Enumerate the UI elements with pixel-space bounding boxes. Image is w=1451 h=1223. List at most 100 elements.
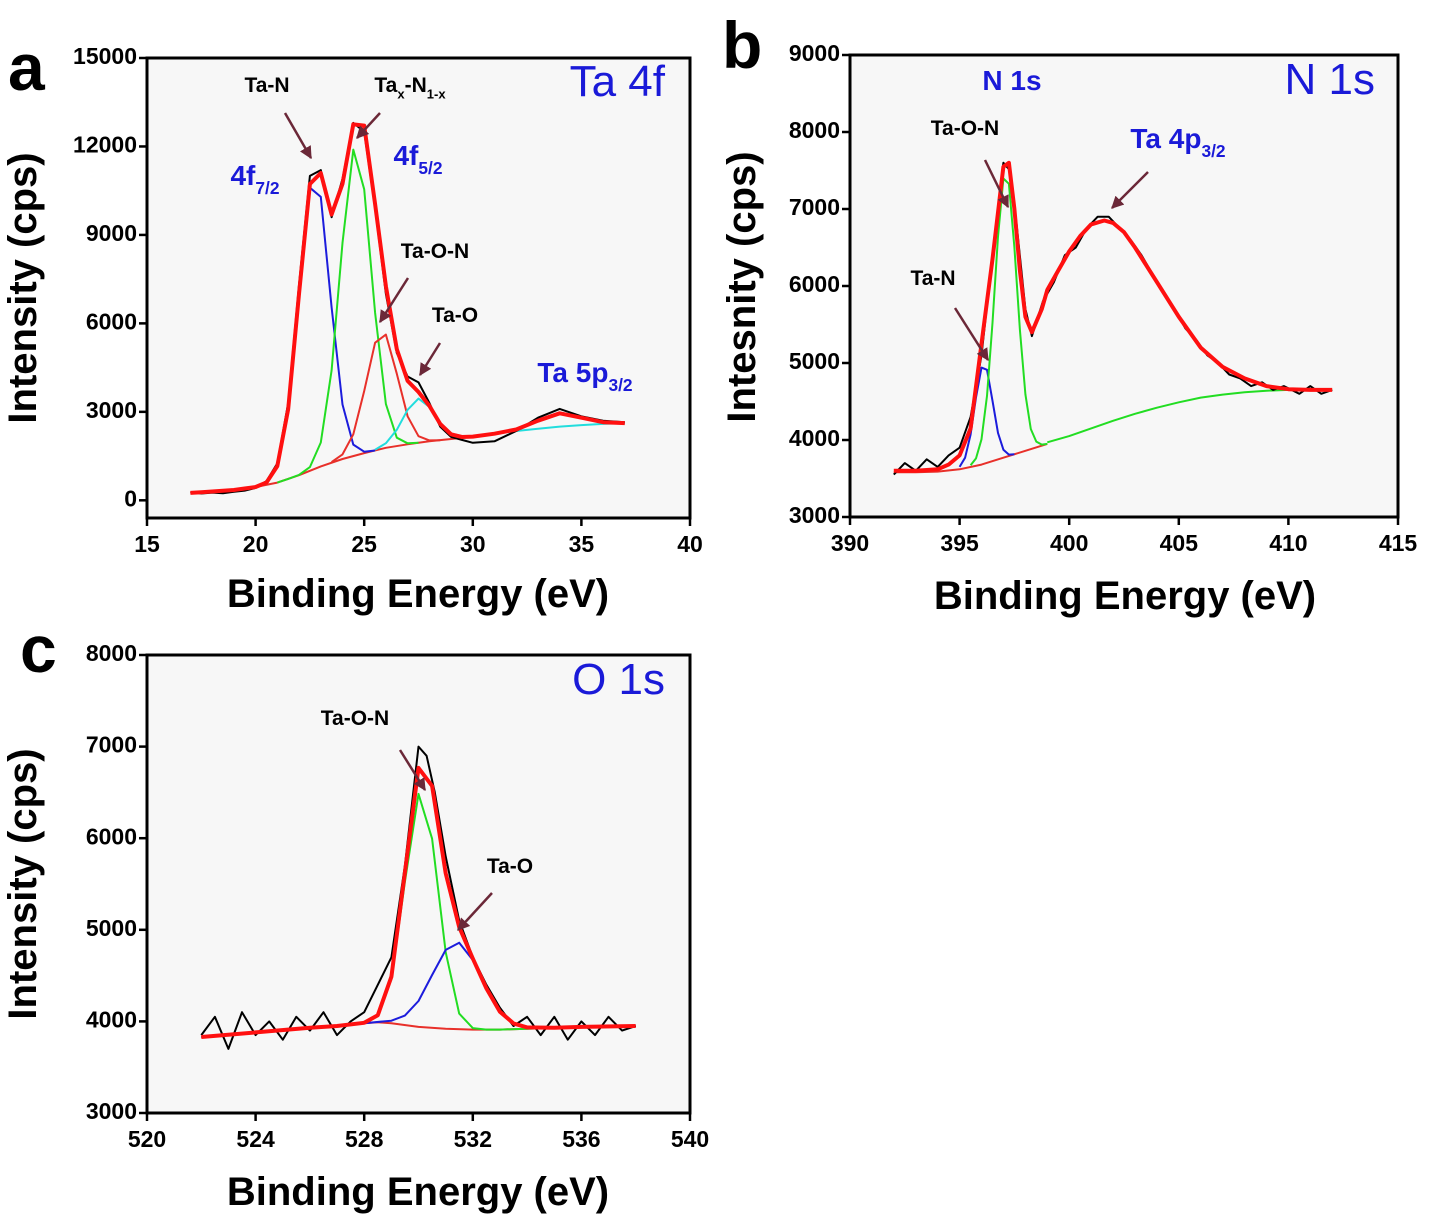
x-axis-title: Binding Energy (eV) [227, 572, 609, 616]
y-tick-label: 7000 [789, 194, 840, 220]
annotation-arrow [418, 342, 442, 377]
annotation-part: Ta-N [910, 267, 955, 290]
annotation-arrow [1111, 171, 1149, 209]
y-tick-label: 4000 [86, 1006, 137, 1032]
annotation-arrow [283, 112, 313, 160]
x-tick-label: 415 [1379, 530, 1418, 556]
plot-area [147, 58, 690, 518]
x-tick-label: 20 [243, 531, 269, 557]
annotation: 4f7/2 [230, 160, 279, 198]
annotation-arrow [953, 307, 990, 362]
data-line [893, 160, 1333, 473]
y-tick-label: 5000 [789, 348, 840, 374]
annotation-part: Ta-O-N [931, 117, 999, 140]
annotation-arrow [378, 277, 410, 324]
annotation-part: 3/2 [608, 375, 632, 395]
annotation-part: 4f [230, 160, 256, 191]
x-axis-title: Binding Energy (eV) [934, 574, 1316, 618]
annotation: Tax-N1-x [374, 74, 446, 102]
annotation-arrow [398, 749, 427, 792]
y-tick-label: 4000 [789, 425, 840, 451]
plot-frame [145, 653, 692, 1115]
plot-frame [145, 56, 692, 520]
annotation: Ta-O-N [401, 240, 469, 263]
data-line [331, 333, 441, 463]
annotation-part: 1-x [427, 87, 447, 102]
data-line [201, 765, 636, 1039]
x-tick-label: 15 [134, 531, 160, 557]
x-tick-label: 35 [569, 531, 595, 557]
y-axis-title: Intensity (cps) [1, 152, 45, 423]
annotation-part: Ta-O-N [401, 240, 469, 263]
annotation-part: N 1s [982, 65, 1041, 96]
y-tick-label: 3000 [86, 1098, 137, 1124]
annotation: Ta-O-N [931, 117, 999, 140]
x-tick-label: 524 [236, 1126, 275, 1152]
annotation: Ta 4p3/2 [1130, 123, 1225, 161]
annotation-part: Ta-N [244, 74, 289, 97]
y-tick-label: 9000 [86, 220, 137, 246]
annotation-arrow [983, 159, 1010, 209]
annotation: Ta-O [487, 855, 533, 878]
y-axis-title: Intesnity (cps) [720, 151, 764, 422]
y-tick-label: 3000 [789, 502, 840, 528]
y-tick-label: 6000 [789, 271, 840, 297]
x-axis-title: Binding Energy (eV) [227, 1170, 609, 1214]
y-tick-label: 0 [124, 485, 137, 511]
annotation-part: Ta-O [487, 855, 533, 878]
x-tick-label: 410 [1269, 530, 1307, 556]
plot-area [147, 655, 690, 1113]
y-tick-label: 6000 [86, 823, 137, 849]
panel-label: c [20, 612, 57, 686]
panel-label: b [722, 8, 762, 82]
y-axis-title: Intensity (cps) [1, 748, 45, 1019]
x-tick-label: 528 [345, 1126, 384, 1152]
annotation-arrow [356, 112, 381, 139]
y-tick-label: 3000 [86, 397, 137, 423]
x-tick-label: 540 [671, 1126, 709, 1152]
data-line [969, 177, 1048, 466]
annotation-part: Ta [374, 74, 397, 97]
x-tick-label: 25 [351, 531, 377, 557]
annotation: Ta-O [432, 304, 478, 327]
annotation: Ta-N [244, 74, 289, 97]
annotation-part: 3/2 [1201, 141, 1225, 161]
x-tick-label: 390 [831, 530, 869, 556]
annotation: 4f5/2 [393, 140, 442, 178]
x-tick-label: 40 [677, 531, 703, 557]
x-tick-label: 400 [1050, 530, 1088, 556]
data-line [190, 122, 625, 495]
y-tick-label: 15000 [73, 43, 137, 69]
y-tick-label: 12000 [73, 132, 137, 158]
x-tick-label: 536 [562, 1126, 600, 1152]
annotation-part: Ta 5p [537, 357, 608, 388]
panel-label: a [8, 30, 46, 104]
panel-title: N 1s [1285, 55, 1375, 104]
annotation-part: Ta-O-N [321, 707, 389, 730]
annotation: Ta-N [910, 267, 955, 290]
x-tick-label: 405 [1160, 530, 1199, 556]
annotation-part: Ta 4p [1130, 123, 1201, 154]
y-tick-label: 5000 [86, 915, 137, 941]
annotation: N 1s [982, 65, 1041, 96]
y-tick-label: 8000 [789, 117, 840, 143]
panel-title: O 1s [572, 655, 665, 704]
annotation-arrow [457, 892, 493, 931]
x-tick-label: 30 [460, 531, 486, 557]
y-tick-label: 9000 [789, 40, 840, 66]
data-line [958, 366, 1015, 468]
y-tick-label: 7000 [86, 732, 137, 758]
y-tick-label: 8000 [86, 640, 137, 666]
panel-title: Ta 4f [570, 57, 666, 106]
x-tick-label: 395 [940, 530, 979, 556]
annotation-part: 7/2 [255, 178, 279, 198]
plot-area [850, 55, 1398, 517]
annotation: Ta 5p3/2 [537, 357, 632, 395]
annotation: Ta-O-N [321, 707, 389, 730]
x-tick-label: 532 [454, 1126, 492, 1152]
annotation-part: 4f [393, 140, 419, 171]
annotation-part: 5/2 [418, 158, 442, 178]
data-line [893, 161, 1333, 476]
annotation-part: Ta-O [432, 304, 478, 327]
